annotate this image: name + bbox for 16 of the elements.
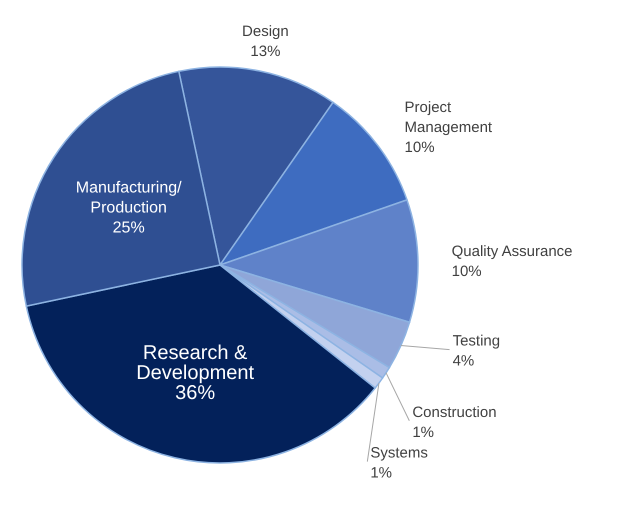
data-label: 4% [452, 352, 474, 370]
slice-label: Manufacturing/Production [76, 180, 182, 217]
slice-label: Systems [370, 444, 428, 462]
slice-label: Testing [452, 332, 500, 350]
slice-label: Quality Assurance [452, 243, 573, 260]
data-label: 13% [250, 42, 280, 60]
data-label: 1% [412, 424, 434, 441]
slice-label: Design [242, 22, 289, 40]
data-label: 10% [452, 263, 482, 280]
slice-label: Research & Development [136, 342, 254, 384]
data-label: 10% [404, 138, 435, 156]
slice-label: Construction [412, 404, 497, 421]
slice-label: Project Management [404, 98, 493, 136]
data-label: 1% [370, 464, 392, 482]
data-label: 25% [112, 220, 145, 237]
data-label: 36% [175, 382, 216, 404]
